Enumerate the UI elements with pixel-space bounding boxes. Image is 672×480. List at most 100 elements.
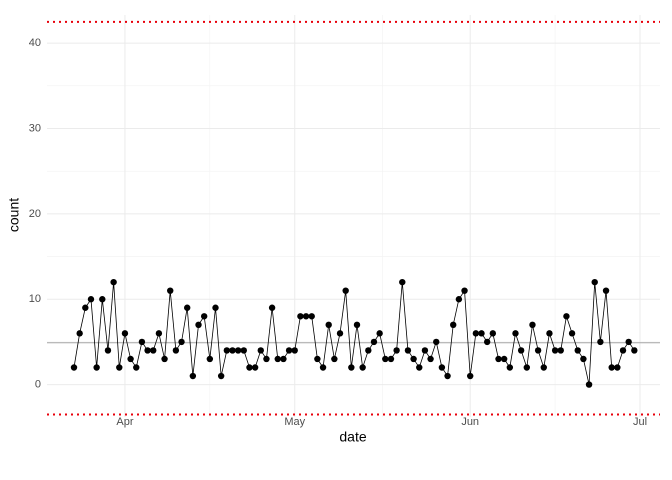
y-tick-label: 40 bbox=[29, 37, 41, 49]
data-point bbox=[76, 330, 83, 337]
y-axis-label: count bbox=[6, 198, 22, 232]
data-point bbox=[155, 330, 163, 337]
data-point bbox=[336, 330, 344, 337]
data-point bbox=[184, 304, 191, 311]
data-point bbox=[268, 304, 276, 311]
data-point bbox=[257, 347, 264, 354]
data-point bbox=[631, 347, 638, 354]
data-point bbox=[608, 364, 615, 371]
data-point bbox=[297, 313, 304, 320]
y-tick-label: 20 bbox=[29, 208, 41, 220]
data-point bbox=[597, 338, 604, 346]
data-point bbox=[263, 355, 270, 363]
data-line bbox=[73, 282, 635, 385]
x-tick-label: Jul bbox=[633, 416, 647, 428]
data-point bbox=[110, 278, 117, 286]
data-point bbox=[189, 372, 197, 380]
data-point bbox=[319, 364, 327, 371]
data-point bbox=[495, 355, 502, 363]
y-tick-label: 0 bbox=[35, 378, 41, 390]
data-point bbox=[150, 347, 157, 354]
data-point bbox=[506, 364, 514, 371]
data-point bbox=[546, 330, 553, 337]
data-point bbox=[195, 321, 202, 329]
data-point bbox=[427, 355, 434, 363]
data-point bbox=[206, 355, 214, 363]
data-point bbox=[121, 330, 129, 337]
data-point bbox=[99, 296, 106, 303]
data-point bbox=[240, 347, 247, 354]
y-tick-label: 30 bbox=[29, 122, 41, 134]
data-point bbox=[387, 355, 395, 363]
data-point bbox=[534, 347, 542, 354]
data-point bbox=[223, 347, 231, 354]
data-point bbox=[212, 304, 219, 311]
y-tick-label: 10 bbox=[29, 293, 41, 305]
data-point bbox=[104, 347, 112, 354]
data-point bbox=[161, 355, 168, 363]
data-point bbox=[167, 287, 174, 294]
data-point bbox=[285, 347, 293, 354]
data-point bbox=[529, 321, 536, 329]
data-point bbox=[540, 364, 547, 371]
data-point bbox=[370, 338, 378, 346]
data-point bbox=[200, 313, 208, 320]
data-point bbox=[365, 347, 372, 354]
data-point bbox=[467, 372, 474, 380]
data-point bbox=[461, 287, 468, 294]
data-point bbox=[512, 330, 519, 337]
data-point bbox=[325, 321, 332, 329]
data-point bbox=[580, 355, 587, 363]
data-point bbox=[342, 287, 349, 294]
data-point bbox=[517, 347, 525, 354]
data-point bbox=[563, 313, 570, 320]
data-point bbox=[433, 338, 440, 346]
data-point bbox=[178, 338, 185, 346]
data-point bbox=[382, 355, 389, 363]
x-tick-label: Apr bbox=[116, 416, 133, 428]
data-point bbox=[585, 381, 593, 388]
data-point bbox=[314, 355, 321, 363]
data-point bbox=[500, 355, 508, 363]
data-point bbox=[399, 278, 406, 286]
data-point bbox=[291, 347, 298, 354]
data-point bbox=[172, 347, 180, 354]
data-point bbox=[574, 347, 581, 354]
data-point bbox=[280, 355, 287, 363]
x-tick-label: May bbox=[284, 416, 305, 428]
data-point bbox=[359, 364, 366, 371]
data-point bbox=[625, 338, 632, 346]
data-point bbox=[483, 338, 491, 346]
data-point bbox=[348, 364, 355, 371]
data-point bbox=[376, 330, 383, 337]
data-point bbox=[246, 364, 253, 371]
data-point bbox=[416, 364, 423, 371]
data-point bbox=[450, 321, 457, 329]
data-point bbox=[410, 355, 417, 363]
x-tick-label: Jun bbox=[461, 416, 479, 428]
data-point bbox=[353, 321, 361, 329]
data-point bbox=[116, 364, 123, 371]
data-point bbox=[393, 347, 400, 354]
data-point bbox=[229, 347, 236, 354]
data-point bbox=[331, 355, 338, 363]
data-point bbox=[421, 347, 429, 354]
data-point bbox=[133, 364, 140, 371]
data-point bbox=[144, 347, 151, 354]
data-point bbox=[455, 296, 463, 303]
data-point bbox=[438, 364, 446, 371]
data-point bbox=[70, 364, 78, 371]
data-point bbox=[87, 296, 95, 303]
data-point bbox=[478, 330, 485, 337]
data-point bbox=[234, 347, 242, 354]
data-point bbox=[308, 313, 315, 320]
data-point bbox=[602, 287, 610, 294]
data-point bbox=[614, 364, 621, 371]
data-point bbox=[404, 347, 412, 354]
data-point bbox=[619, 347, 627, 354]
data-point bbox=[217, 372, 225, 380]
data-point bbox=[138, 338, 146, 346]
data-point bbox=[523, 364, 530, 371]
data-point bbox=[127, 355, 134, 363]
